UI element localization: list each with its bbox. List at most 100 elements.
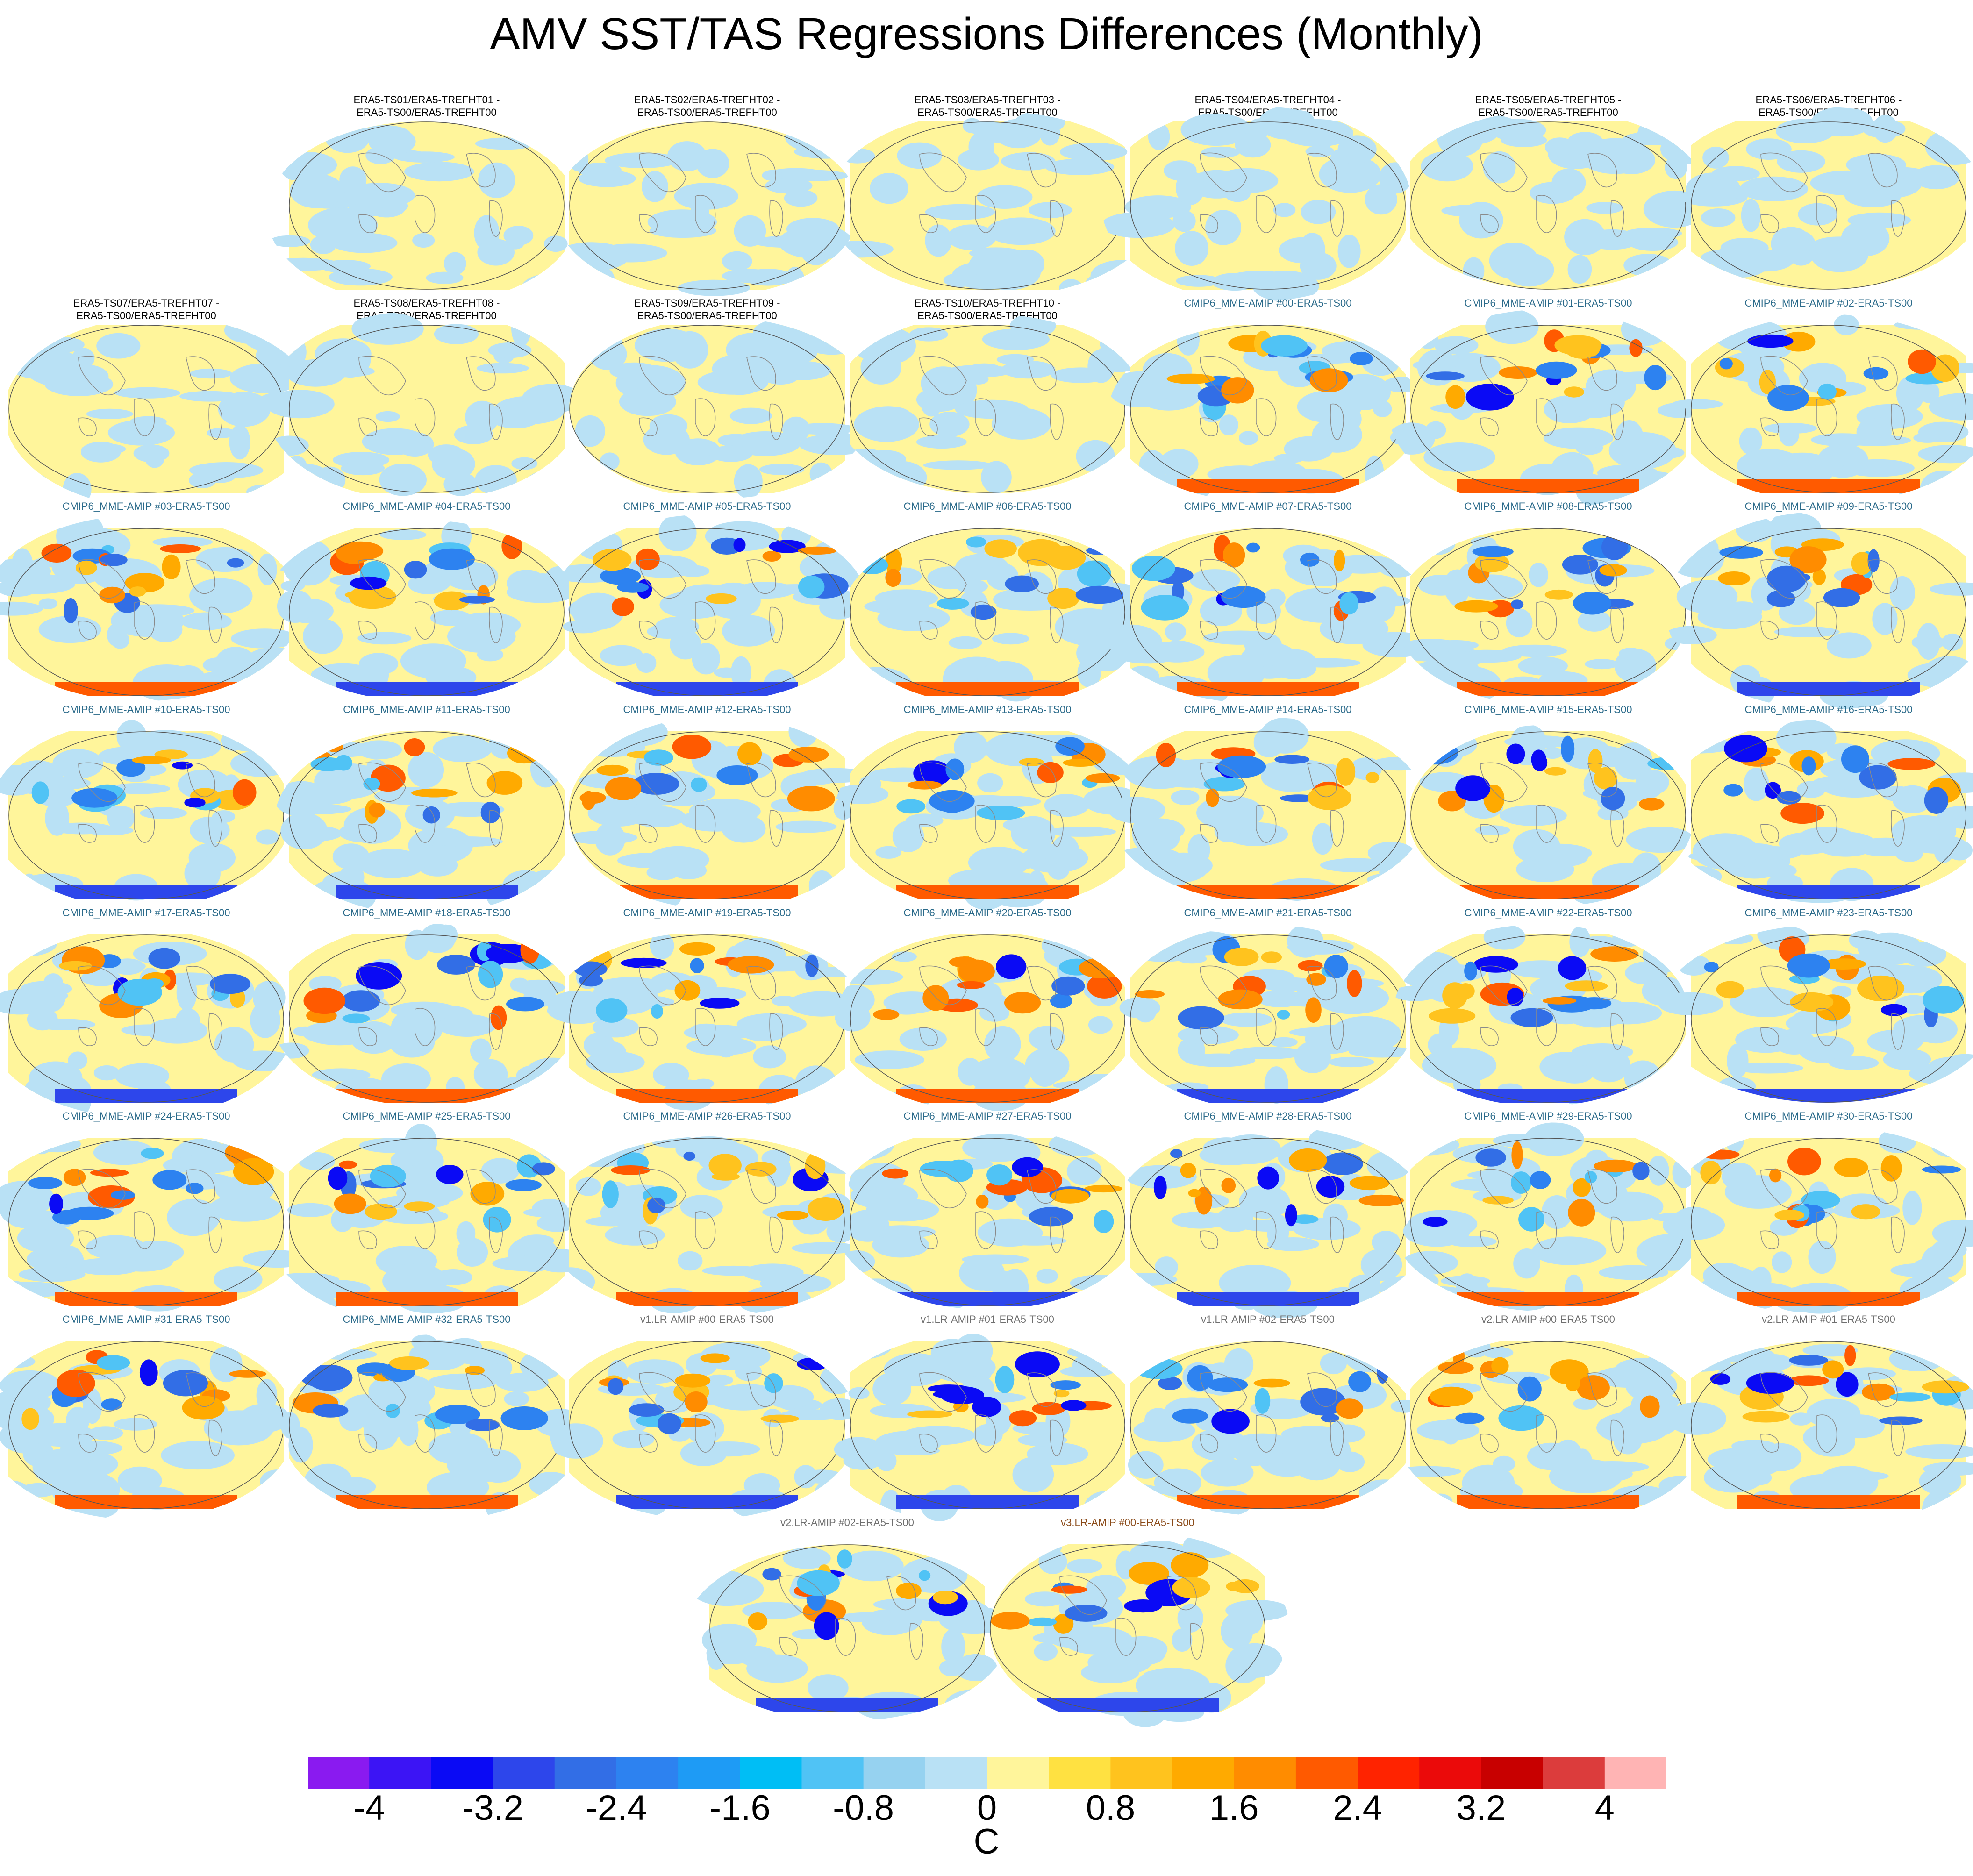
- anomaly-region: [1851, 1204, 1880, 1220]
- anomaly-region: [257, 553, 277, 585]
- colorbar-units: C: [973, 1822, 1000, 1862]
- map-border: [1130, 528, 1406, 696]
- anomaly-region: [375, 411, 400, 422]
- world-map: [271, 923, 579, 1106]
- anomaly-region: [596, 998, 628, 1023]
- anomaly-region: [1921, 470, 1967, 502]
- map-border: [569, 325, 845, 493]
- coastline: [639, 214, 658, 233]
- anomaly-region: [1053, 1390, 1070, 1398]
- anomaly-region: [1736, 516, 1774, 542]
- anomaly-region: [1799, 363, 1847, 394]
- coastline: [1760, 824, 1779, 843]
- coastline: [1816, 805, 1837, 843]
- anomaly-region: [478, 162, 515, 198]
- anomaly-region: [1347, 970, 1362, 997]
- anomaly-region: [1506, 608, 1533, 638]
- anomaly-region: [972, 556, 1002, 568]
- world-map: [0, 720, 292, 908]
- anomaly-region: [1319, 763, 1341, 784]
- anomaly-region: [1930, 1130, 1973, 1157]
- anomaly-region: [1779, 600, 1816, 625]
- anomaly-region: [99, 586, 125, 604]
- anomaly-region: [782, 416, 810, 442]
- anomaly-region: [1087, 349, 1115, 383]
- anomaly-region: [107, 806, 135, 830]
- coastline: [769, 1419, 783, 1456]
- anomaly-region: [884, 1353, 947, 1386]
- coastline: [886, 1576, 916, 1610]
- anomaly-region: [1211, 1409, 1250, 1434]
- anomaly-region: [1710, 1373, 1731, 1385]
- anomaly-region: [182, 1396, 225, 1420]
- colorbar-tick-label: -0.8: [833, 1788, 894, 1828]
- anomaly-region: [1893, 1014, 1958, 1042]
- anomaly-region: [651, 1004, 663, 1019]
- map-border: [1691, 731, 1966, 899]
- antarctic-band: [616, 1089, 798, 1103]
- anomaly-region: [116, 759, 146, 777]
- anomaly-region: [379, 529, 427, 540]
- coastline: [779, 1575, 827, 1615]
- antarctic-band: [1737, 1495, 1920, 1509]
- antarctic-band: [1177, 1089, 1359, 1103]
- coastline: [1200, 1372, 1247, 1412]
- coastline: [695, 601, 716, 640]
- anomaly-region: [476, 363, 529, 374]
- anomaly-region: [1787, 1148, 1821, 1176]
- map-panel: CMIP6_MME-AMIP #13-ERA5-TS00: [834, 703, 1152, 910]
- anomaly-region: [840, 148, 875, 164]
- panel-title: CMIP6_MME-AMIP #01-ERA5-TS00: [1464, 297, 1632, 309]
- anomaly-region: [1489, 243, 1538, 279]
- anomaly-region: [390, 1151, 415, 1170]
- anomaly-region: [1088, 1016, 1113, 1034]
- coastline: [1330, 1216, 1344, 1253]
- anomaly-region: [57, 1370, 95, 1397]
- map-panel: CMIP6_MME-AMIP #22-ERA5-TS00: [1392, 906, 1689, 1106]
- anomaly-region: [1434, 336, 1479, 355]
- anomaly-region: [979, 852, 1048, 870]
- coastline: [358, 417, 377, 436]
- anomaly-region: [837, 969, 903, 985]
- anomaly-region: [1881, 786, 1913, 802]
- world-map: [819, 1332, 1144, 1526]
- anomaly-region: [1771, 227, 1812, 261]
- coastline: [466, 1169, 496, 1204]
- anomaly-region: [977, 773, 1003, 793]
- panel-title: CMIP6_MME-AMIP #05-ERA5-TS00: [623, 500, 791, 512]
- anomaly-region: [379, 464, 427, 496]
- anomaly-region: [1573, 592, 1611, 615]
- anomaly-region: [1177, 1026, 1239, 1045]
- anomaly-region: [357, 632, 412, 645]
- anomaly-region: [190, 368, 232, 379]
- anomaly-region: [993, 588, 1057, 611]
- anomaly-region: [175, 1008, 200, 1037]
- coastline: [1330, 606, 1344, 643]
- anomaly-region: [674, 980, 701, 1001]
- anomaly-region: [1930, 354, 1960, 382]
- anomaly-region: [1175, 231, 1209, 266]
- anomaly-region: [1455, 1412, 1485, 1424]
- world-map: [554, 121, 859, 297]
- anomaly-region: [1445, 569, 1470, 606]
- coastline: [1480, 559, 1528, 599]
- anomaly-region: [287, 1203, 333, 1217]
- coastline: [1200, 621, 1218, 640]
- anomaly-region: [1028, 1617, 1057, 1627]
- anomaly-region: [1517, 1376, 1542, 1402]
- anomaly-region: [848, 735, 882, 748]
- anomaly-region: [1205, 210, 1242, 245]
- anomaly-region: [1148, 123, 1170, 150]
- anomaly-region: [798, 546, 837, 555]
- anomaly-region: [1532, 1236, 1607, 1265]
- map-panel: v1.LR-AMIP #01-ERA5-TS00: [819, 1313, 1144, 1526]
- coastline: [1891, 200, 1905, 237]
- colorbar-swatch: [1604, 1757, 1666, 1790]
- coastline: [1200, 965, 1247, 1005]
- anomaly-region: [1087, 974, 1122, 999]
- coastline: [1059, 1637, 1078, 1656]
- anomaly-region: [96, 333, 141, 359]
- map-panel: CMIP6_MME-AMIP #25-ERA5-TS00: [265, 1110, 588, 1325]
- anomaly-region: [132, 756, 171, 764]
- antarctic-band: [616, 1495, 798, 1509]
